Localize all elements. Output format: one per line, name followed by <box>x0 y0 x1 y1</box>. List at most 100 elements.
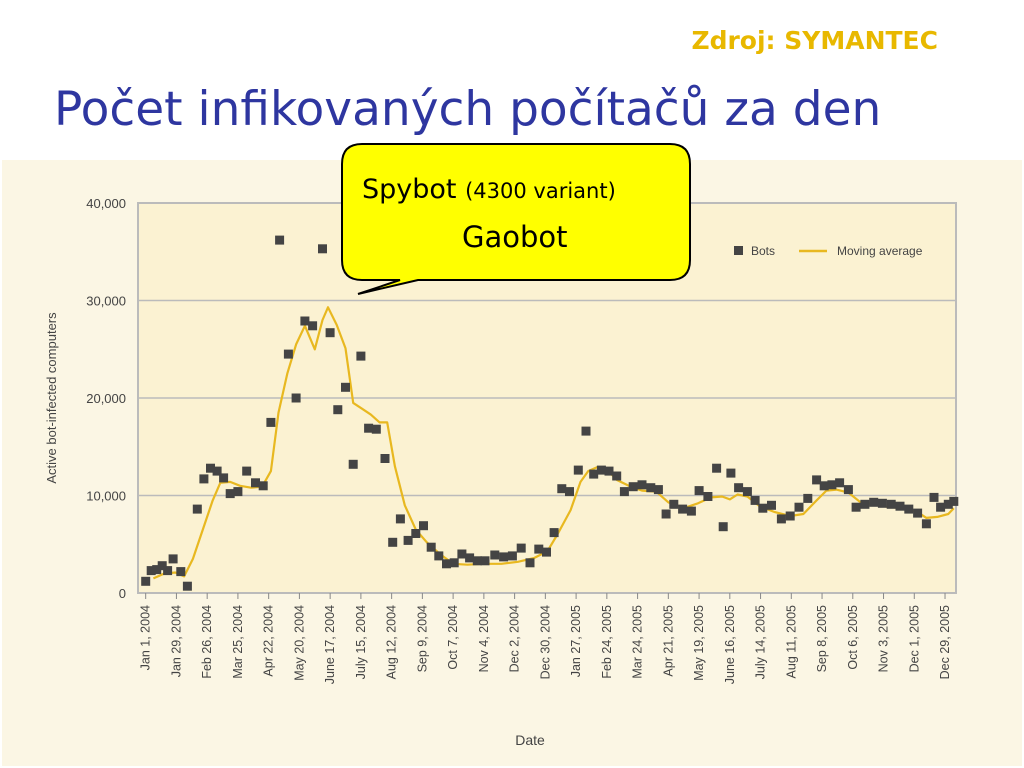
legend: Bots Moving average <box>734 244 923 258</box>
bots-point <box>182 581 192 591</box>
bots-point <box>225 489 235 499</box>
bots-point <box>604 466 614 476</box>
bots-point <box>669 499 679 509</box>
bots-point <box>266 417 276 427</box>
bots-point <box>212 466 222 476</box>
x-tick-label: Oct 7, 2004 <box>446 605 460 670</box>
bots-point <box>557 484 567 494</box>
x-tick-label: Apr 21, 2005 <box>661 605 675 677</box>
x-tick-label: Nov 3, 2005 <box>877 605 891 672</box>
bots-point <box>465 553 475 563</box>
x-tick-label: Jan 29, 2004 <box>169 605 183 677</box>
y-tick-label: 20,000 <box>86 391 126 406</box>
x-tick-label: Sep 9, 2004 <box>415 605 429 672</box>
y-tick-label: 40,000 <box>86 196 126 211</box>
bots-point <box>442 559 451 569</box>
bots-point <box>434 551 444 561</box>
bots-point <box>619 487 629 497</box>
bots-point <box>291 393 301 403</box>
bots-point <box>661 509 671 519</box>
bots-point <box>877 498 887 508</box>
source-label: Zdroj: SYMANTEC <box>691 26 938 55</box>
legend-bots-label: Bots <box>751 244 775 258</box>
x-tick-label: July 15, 2004 <box>354 605 368 679</box>
bots-point <box>628 482 638 492</box>
bots-point <box>843 485 853 495</box>
bots-point <box>419 521 428 531</box>
bots-point <box>364 423 374 433</box>
callout-name: Spybot <box>362 174 457 205</box>
bots-point <box>712 463 722 473</box>
bots-point <box>258 481 268 491</box>
bots-point <box>895 501 905 511</box>
bots-point <box>742 487 752 497</box>
bots-point <box>395 514 405 524</box>
bots-point <box>734 483 744 493</box>
bots-point <box>206 463 215 473</box>
bots-point <box>835 478 845 488</box>
x-tick-label: Dec 2, 2004 <box>508 605 522 672</box>
bots-point <box>283 349 293 359</box>
bots-point <box>718 522 728 532</box>
x-tick-label: June 16, 2005 <box>723 605 737 684</box>
bots-point <box>233 487 243 497</box>
bots-point <box>678 504 688 514</box>
bots-point <box>929 492 939 502</box>
x-axis-label: Date <box>515 732 545 748</box>
bots-point <box>325 328 335 338</box>
bots-point <box>904 504 914 514</box>
bots-point <box>411 529 421 538</box>
bots-point <box>141 576 151 586</box>
bots-point <box>776 514 786 524</box>
x-tick-label: Aug 11, 2005 <box>784 605 798 678</box>
bots-point <box>499 552 509 562</box>
bots-point <box>163 566 173 576</box>
bots-point <box>646 483 656 493</box>
bots-point <box>168 554 178 564</box>
bots-point <box>750 495 760 505</box>
bots-series <box>141 235 959 591</box>
bots-point <box>480 556 490 566</box>
x-tick-label: Dec 1, 2005 <box>907 605 921 672</box>
bots-point <box>758 503 768 513</box>
bots-point <box>827 480 837 490</box>
bots-point <box>507 551 517 561</box>
bots-point <box>403 535 413 545</box>
bots-point <box>242 466 252 476</box>
bots-point <box>356 351 366 361</box>
bots-point <box>921 519 931 529</box>
page-title: Počet infikovaných počítačů za den <box>54 82 882 137</box>
x-tick-label: May 20, 2004 <box>292 605 306 681</box>
bots-point <box>943 499 953 509</box>
bots-point <box>275 235 285 245</box>
bots-point <box>819 481 829 491</box>
bots-point <box>426 542 436 552</box>
bots-point <box>199 474 209 484</box>
callout-shape <box>341 143 691 295</box>
x-tick-label: Aug 12, 2004 <box>385 605 399 679</box>
bots-point <box>851 502 861 512</box>
x-tick-label: Jan 1, 2004 <box>139 605 153 670</box>
bots-point <box>348 459 358 469</box>
bots-point <box>686 506 696 516</box>
bots-point <box>534 544 544 554</box>
bots-point <box>860 499 870 509</box>
bots-point <box>449 558 459 568</box>
bots-point <box>936 502 946 512</box>
bots-point <box>573 465 583 475</box>
bots-point <box>549 528 559 538</box>
bots-point <box>152 565 162 575</box>
bots-point <box>341 382 350 392</box>
grid-lines <box>138 299 956 497</box>
bots-point <box>703 492 713 501</box>
x-tick-label: July 14, 2005 <box>754 605 768 679</box>
bots-point <box>653 485 663 495</box>
bots-point <box>380 454 390 463</box>
bots-point <box>516 543 526 553</box>
bots-point <box>803 493 813 503</box>
bots-point <box>767 500 776 510</box>
bots-point <box>371 424 381 434</box>
bots-point <box>457 549 467 559</box>
bots-point <box>596 465 606 475</box>
x-tick-label: Feb 24, 2005 <box>600 605 614 679</box>
